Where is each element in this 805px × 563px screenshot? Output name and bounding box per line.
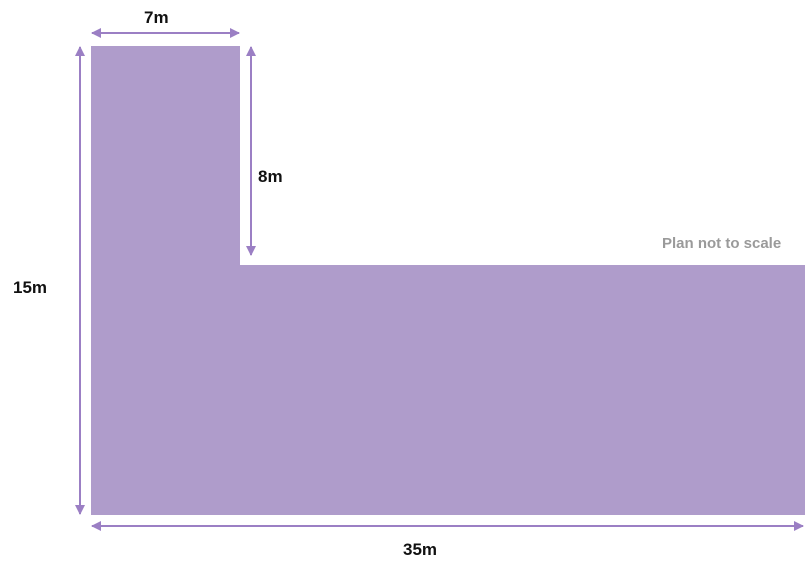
inner-height-label: 8m	[258, 167, 283, 186]
top-width-label: 7m	[144, 8, 169, 27]
total-height-label: 15m	[13, 278, 48, 297]
not-to-scale-note: Plan not to scale	[662, 235, 782, 252]
l-shape-floor-plan	[91, 46, 805, 515]
total-width-label: 35m	[403, 540, 438, 559]
